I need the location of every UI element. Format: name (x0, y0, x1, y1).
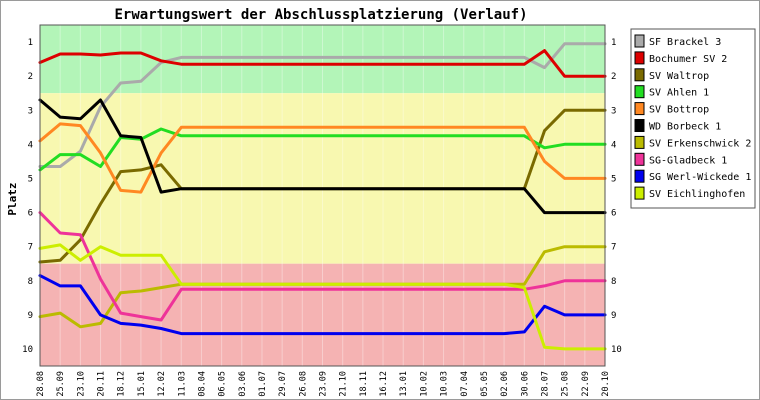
x-tick-label: 29.07 (278, 371, 288, 397)
x-tick-label: 25.08 (561, 371, 571, 397)
legend-label: SV Ahlen 1 (649, 88, 709, 99)
series-line-10 (38, 243, 607, 351)
vertical-gridlines (59, 25, 586, 366)
x-tick-label: 22.09 (581, 371, 591, 397)
y-tick-label-left: 9 (28, 311, 33, 321)
y-tick-label-left: 4 (28, 140, 33, 150)
legend-swatch (634, 135, 645, 149)
legend-label: WD Borbeck 1 (649, 122, 721, 133)
y-tick-label-right: 8 (611, 277, 616, 287)
x-tick-label: 03.06 (238, 371, 248, 397)
y-tick-label-left: 5 (28, 174, 33, 184)
chart-title: Erwartungswert der Abschlussplatzierung … (114, 7, 527, 23)
legend-label: Bochumer SV 2 (649, 54, 727, 65)
legend-label: SV Waltrop (649, 71, 709, 82)
legend-swatch (634, 68, 645, 82)
series-line-4 (38, 127, 607, 172)
x-tick-label: 18.11 (359, 371, 369, 397)
x-tick-label: 02.06 (500, 371, 510, 397)
x-tick-label: 08.04 (197, 371, 207, 397)
x-tick-label: 20.10 (601, 371, 611, 397)
plot-border (39, 24, 606, 367)
legend-label: SV Bottrop (649, 105, 709, 116)
legend-swatch (634, 102, 645, 116)
x-tick-label: 20.11 (97, 371, 107, 397)
x-tick-label: 15.01 (137, 371, 147, 397)
x-tick-label: 07.04 (460, 371, 470, 397)
x-tick-label: 13.01 (399, 371, 409, 397)
y-tick-label-right: 5 (611, 174, 616, 184)
series-line-5 (38, 122, 607, 194)
series-line-8 (38, 211, 607, 322)
x-tick-label: 10.03 (440, 371, 450, 397)
y-tick-label-left: 8 (28, 277, 33, 287)
y-axis-label: Platz (6, 182, 19, 215)
y-tick-labels-left: 1 2 3 4 5 6 7 8 9 10 (22, 38, 33, 355)
legend-swatch (634, 51, 645, 65)
y-tick-label-left: 10 (22, 345, 33, 355)
legend-label: SV Erkenschwick 2 (649, 138, 751, 149)
y-tick-label-left: 1 (28, 38, 33, 48)
y-tick-label-right: 1 (611, 38, 616, 48)
background-zones (40, 25, 605, 366)
legend-swatch (634, 169, 645, 183)
x-tick-label: 21.10 (339, 371, 349, 397)
y-tick-label-left: 3 (28, 106, 33, 116)
x-tick-labels: 28.08 25.09 23.10 20.11 18.12 15.01 12.02 11.03… (36, 371, 611, 397)
series-line-2 (38, 49, 607, 78)
legend-label: SG-Gladbeck 1 (649, 155, 727, 166)
y-tick-label-right: 4 (611, 140, 616, 150)
y-tick-label-right: 9 (611, 311, 616, 321)
x-tick-label: 10.02 (419, 371, 429, 397)
series-line-1 (38, 42, 607, 168)
series-line-9 (38, 274, 607, 336)
x-tick-label: 05.05 (480, 371, 490, 397)
x-tick-label: 28.07 (541, 371, 551, 397)
x-tick-label: 01.07 (258, 371, 268, 397)
x-tick-label: 18.12 (117, 371, 127, 397)
legend-swatch (634, 119, 645, 132)
x-tick-label: 16.12 (379, 371, 389, 397)
legend-label: SF Brackel 3 (649, 37, 721, 48)
legend-swatch (634, 85, 645, 99)
x-tick-label: 12.02 (157, 371, 167, 397)
legend: SF Brackel 3 Bochumer SV 2 SV Waltrop SV Ah… (630, 28, 756, 209)
legend-swatch (634, 34, 645, 48)
zone-band-2 (40, 93, 605, 264)
x-tick-label: 06.05 (218, 371, 228, 397)
legend-box (630, 28, 756, 209)
y-tick-label-right: 2 (611, 72, 616, 82)
y-tick-label-left: 6 (28, 209, 33, 219)
legend-swatch (634, 152, 645, 166)
x-tick-label: 30.06 (520, 371, 530, 397)
x-tick-label: 23.10 (76, 371, 86, 397)
legend-swatch (634, 186, 645, 200)
x-tick-label: 28.08 (36, 371, 46, 397)
x-tick-label: 26.08 (298, 371, 308, 397)
x-tick-label: 11.03 (177, 371, 187, 397)
y-tick-labels-right: 1 2 3 4 5 6 7 8 9 10 (611, 38, 622, 355)
y-tick-label-right: 7 (611, 243, 616, 253)
legend-label: SV Eichlinghofen (649, 189, 745, 200)
y-tick-label-right: 3 (611, 106, 616, 116)
y-tick-label-left: 2 (28, 72, 33, 82)
y-tick-label-right: 6 (611, 209, 616, 219)
x-tick-label: 25.09 (56, 371, 66, 397)
y-tick-label-right: 10 (611, 345, 622, 355)
series-line-6 (38, 98, 607, 215)
series-lines (38, 42, 607, 351)
legend-label: SG Werl-Wickede 1 (649, 172, 751, 183)
x-tick-label: 23.09 (319, 371, 329, 397)
y-tick-label-left: 7 (28, 243, 33, 253)
